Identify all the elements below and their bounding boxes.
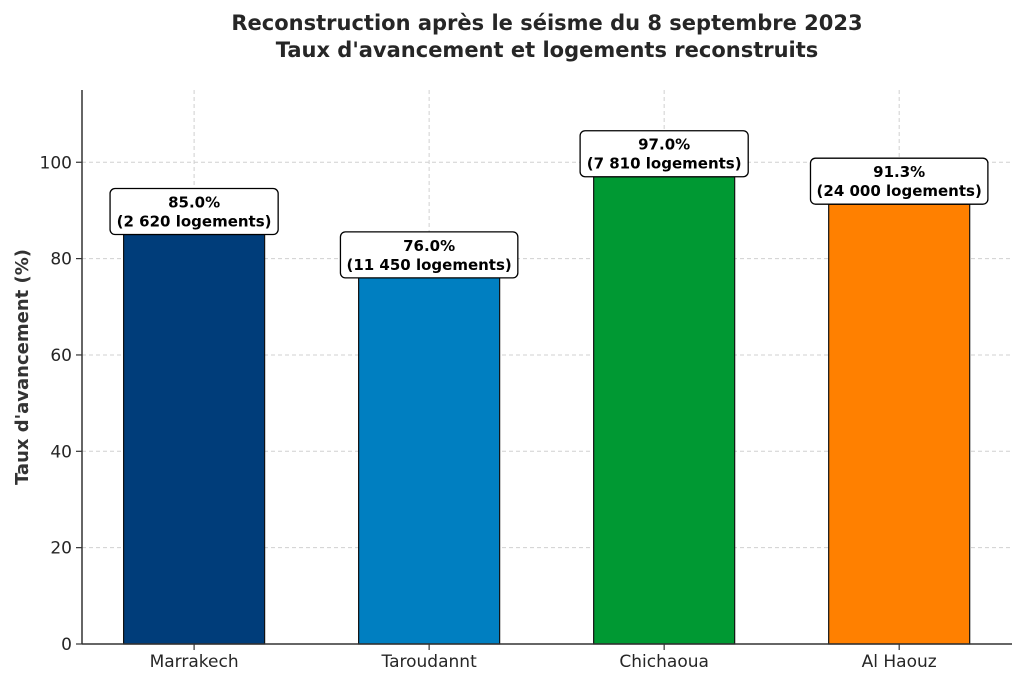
bar-marrakech [122,233,266,645]
data-label-percent: 91.3% [873,163,925,181]
data-label-percent: 85.0% [168,194,220,212]
bar-al-haouz [828,203,971,645]
data-label-box [339,231,519,279]
data-label: 97.0%(7 810 logements) [579,130,749,178]
y-tick-label: 40 [50,442,72,462]
chart-title-line-2: Taux d'avancement et logements reconstru… [276,38,819,62]
axes: 0 20 40 60 80 100 Marrakech Taroudannt Chichaoua… [40,90,1012,672]
x-tick-label: Chichaoua [619,652,709,672]
y-tick-label: 100 [40,153,72,173]
data-label-logements: (2 620 logements) [117,213,272,231]
bars [122,176,971,645]
y-tick-label: 80 [50,250,72,270]
chart-title-line-1: Reconstruction après le séisme du 8 sept… [231,11,862,35]
data-label-box [809,157,989,205]
data-label: 76.0%(11 450 logements) [339,231,519,279]
y-tick-label: 0 [61,635,72,655]
data-label: 85.0%(2 620 logements) [109,187,279,236]
data-label-logements: (11 450 logements) [346,256,511,274]
data-label-logements: (24 000 logements) [817,182,982,200]
bar-chichaoua [593,176,736,645]
data-label-percent: 97.0% [638,136,690,154]
y-axis-label: Taux d'avancement (%) [12,249,33,485]
data-labels: 85.0%(2 620 logements) 76.0%(11 450 logem… [109,130,989,279]
data-label-percent: 76.0% [403,237,455,255]
data-label-box [579,130,749,178]
data-label-box [109,187,279,236]
data-label: 91.3%(24 000 logements) [809,157,989,205]
bar-taroudannt [358,277,501,645]
x-tick-label: Taroudannt [381,652,478,672]
x-tick-label: Marrakech [150,652,239,672]
y-tick-label: 60 [50,346,72,366]
x-tick-label: Al Haouz [862,652,937,672]
y-tick-label: 20 [50,539,72,559]
data-label-logements: (7 810 logements) [587,155,742,173]
